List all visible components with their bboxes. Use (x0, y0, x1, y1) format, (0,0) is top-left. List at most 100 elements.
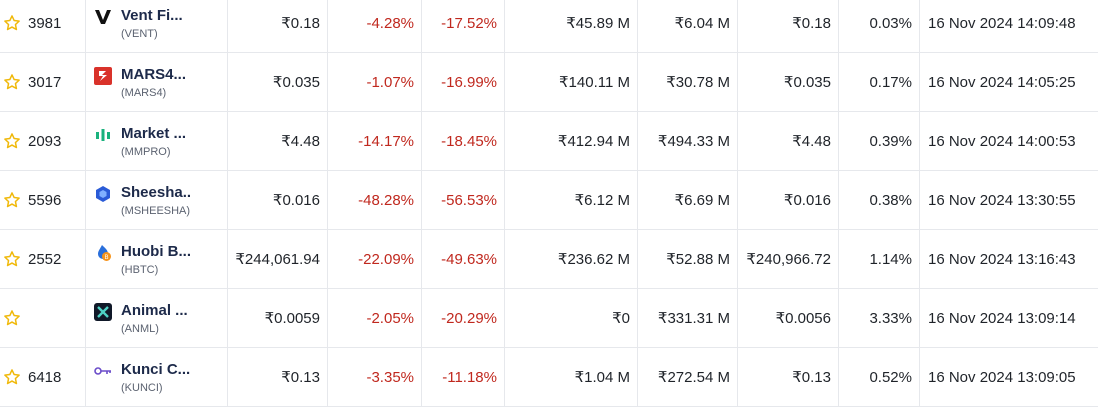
coin-cell[interactable]: Market ... (MMPRO) (86, 112, 228, 171)
change-7d-cell: -11.18% (422, 348, 505, 407)
rank-cell: 2552 (24, 230, 86, 289)
table-row[interactable]: 2093 Market ... (MMPRO) ₹4.48 -14.17% -1… (0, 112, 1098, 171)
change-24h-cell: -3.35% (328, 348, 422, 407)
coin-symbol: (KUNCI) (121, 382, 191, 394)
rank-cell: 3017 (24, 53, 86, 112)
last-updated-cell: 16 Nov 2024 13:09:14 (920, 289, 1098, 348)
market-cap-cell: ₹45.89 M (505, 0, 638, 53)
star-icon[interactable] (0, 309, 24, 327)
rank-cell (24, 289, 86, 348)
change-24h-cell: -4.28% (328, 0, 422, 53)
market-cap-cell: ₹412.94 M (505, 112, 638, 171)
volume-share-cell: 0.39% (839, 112, 920, 171)
watchlist-star-cell[interactable] (0, 112, 24, 171)
pair-price-cell: ₹0.18 (738, 0, 839, 53)
mmpro-logo-icon (94, 126, 112, 144)
rank-cell: 5596 (24, 171, 86, 230)
star-icon[interactable] (0, 14, 24, 32)
last-updated-cell: 16 Nov 2024 14:05:25 (920, 53, 1098, 112)
table-row[interactable]: Animal ... (ANML) ₹0.0059 -2.05% -20.29%… (0, 289, 1098, 348)
watchlist-star-cell[interactable] (0, 0, 24, 53)
coin-name-link[interactable]: Vent Fi... (121, 7, 191, 24)
last-updated-cell: 16 Nov 2024 13:30:55 (920, 171, 1098, 230)
star-icon[interactable] (0, 73, 24, 91)
price-cell: ₹244,061.94 (228, 230, 328, 289)
star-icon[interactable] (0, 132, 24, 150)
star-icon[interactable] (0, 191, 24, 209)
volume-share-cell: 0.38% (839, 171, 920, 230)
price-cell: ₹4.48 (228, 112, 328, 171)
volume-cell: ₹52.88 M (638, 230, 738, 289)
market-cap-cell: ₹0 (505, 289, 638, 348)
volume-share-cell: 0.03% (839, 0, 920, 53)
pair-price-cell: ₹0.13 (738, 348, 839, 407)
coin-cell[interactable]: Kunci C... (KUNCI) (86, 348, 228, 407)
change-24h-cell: -22.09% (328, 230, 422, 289)
market-cap-cell: ₹1.04 M (505, 348, 638, 407)
huobi-btc-logo-icon: B (94, 244, 112, 262)
watchlist-star-cell[interactable] (0, 348, 24, 407)
watchlist-star-cell[interactable] (0, 230, 24, 289)
change-24h-cell: -1.07% (328, 53, 422, 112)
market-cap-cell: ₹236.62 M (505, 230, 638, 289)
volume-cell: ₹30.78 M (638, 53, 738, 112)
price-cell: ₹0.016 (228, 171, 328, 230)
table-row[interactable]: 3017 MARS4... (MARS4) ₹0.035 -1.07% -16.… (0, 53, 1098, 112)
price-cell: ₹0.035 (228, 53, 328, 112)
coin-name-link[interactable]: Kunci C... (121, 361, 191, 378)
price-cell: ₹0.18 (228, 0, 328, 53)
watchlist-star-cell[interactable] (0, 289, 24, 348)
animal-logo-icon (94, 303, 112, 321)
kunci-logo-icon (94, 362, 112, 380)
market-cap-cell: ₹6.12 M (505, 171, 638, 230)
vent-logo-icon (94, 8, 112, 26)
coin-symbol: (MSHEESHA) (121, 205, 191, 217)
star-icon[interactable] (0, 368, 24, 386)
sheesha-logo-icon (94, 185, 112, 203)
change-7d-cell: -56.53% (422, 171, 505, 230)
volume-share-cell: 0.17% (839, 53, 920, 112)
last-updated-cell: 16 Nov 2024 14:00:53 (920, 112, 1098, 171)
coin-name-link[interactable]: Animal ... (121, 302, 191, 319)
star-icon[interactable] (0, 250, 24, 268)
watchlist-star-cell[interactable] (0, 53, 24, 112)
pair-price-cell: ₹240,966.72 (738, 230, 839, 289)
change-24h-cell: -2.05% (328, 289, 422, 348)
volume-cell: ₹272.54 M (638, 348, 738, 407)
rank-cell: 6418 (24, 348, 86, 407)
volume-cell: ₹331.31 M (638, 289, 738, 348)
coin-name-link[interactable]: Market ... (121, 125, 191, 142)
change-7d-cell: -49.63% (422, 230, 505, 289)
coin-name-link[interactable]: Sheesha... (121, 184, 191, 201)
table-row[interactable]: 3981 Vent Fi... (VENT) ₹0.18 -4.28% -17.… (0, 0, 1098, 53)
change-7d-cell: -17.52% (422, 0, 505, 53)
last-updated-cell: 16 Nov 2024 13:16:43 (920, 230, 1098, 289)
table-row[interactable]: 2552 B Huobi B... (HBTC) ₹244,061.94 -22… (0, 230, 1098, 289)
coin-cell[interactable]: B Huobi B... (HBTC) (86, 230, 228, 289)
watchlist-star-cell[interactable] (0, 171, 24, 230)
volume-share-cell: 3.33% (839, 289, 920, 348)
change-7d-cell: -16.99% (422, 53, 505, 112)
market-cap-cell: ₹140.11 M (505, 53, 638, 112)
coin-symbol: (ANML) (121, 323, 191, 335)
coin-symbol: (MMPRO) (121, 146, 191, 158)
price-cell: ₹0.13 (228, 348, 328, 407)
coin-symbol: (VENT) (121, 28, 191, 40)
coin-cell[interactable]: Animal ... (ANML) (86, 289, 228, 348)
pair-price-cell: ₹0.035 (738, 53, 839, 112)
rank-cell: 2093 (24, 112, 86, 171)
coin-cell[interactable]: Vent Fi... (VENT) (86, 0, 228, 53)
coin-name-link[interactable]: MARS4... (121, 66, 191, 83)
table-row[interactable]: 6418 Kunci C... (KUNCI) ₹0.13 -3.35% -11… (0, 348, 1098, 407)
coin-name-link[interactable]: Huobi B... (121, 243, 191, 260)
change-24h-cell: -48.28% (328, 171, 422, 230)
pair-price-cell: ₹0.016 (738, 171, 839, 230)
coin-cell[interactable]: Sheesha... (MSHEESHA) (86, 171, 228, 230)
table-row[interactable]: 5596 Sheesha... (MSHEESHA) ₹0.016 -48.28… (0, 171, 1098, 230)
volume-cell: ₹6.69 M (638, 171, 738, 230)
volume-cell: ₹6.04 M (638, 0, 738, 53)
coin-cell[interactable]: MARS4... (MARS4) (86, 53, 228, 112)
pair-price-cell: ₹4.48 (738, 112, 839, 171)
volume-share-cell: 0.52% (839, 348, 920, 407)
